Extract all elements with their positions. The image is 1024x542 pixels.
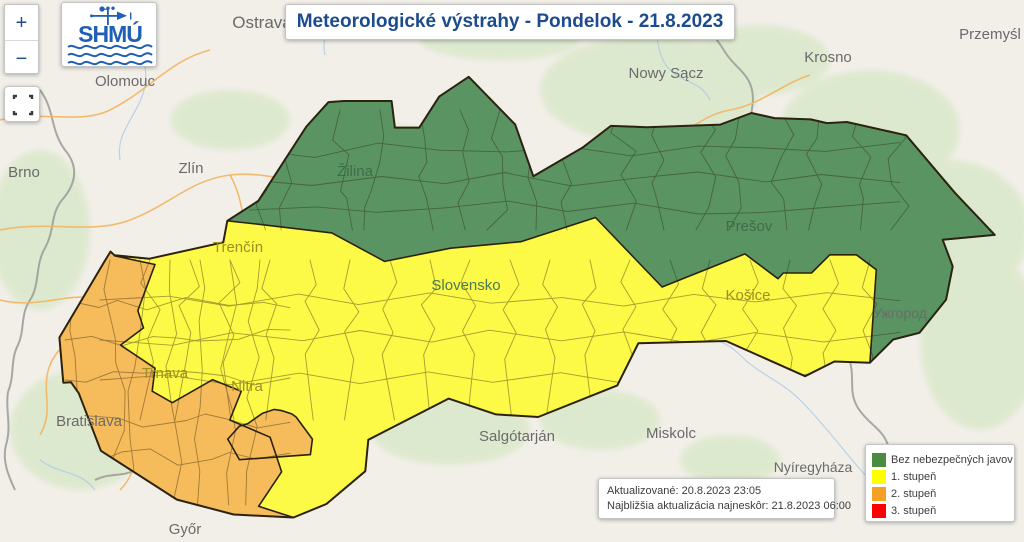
- svg-text:Krosno: Krosno: [804, 49, 852, 66]
- svg-text:Slovensko: Slovensko: [431, 277, 500, 294]
- svg-text:Bratislava: Bratislava: [56, 413, 123, 430]
- svg-text:Miskolc: Miskolc: [646, 425, 697, 442]
- svg-text:Trnava: Trnava: [142, 365, 189, 382]
- svg-text:Salgótarján: Salgótarján: [479, 428, 555, 445]
- svg-text:Ostrava: Ostrava: [232, 13, 292, 32]
- svg-text:Olomouc: Olomouc: [95, 73, 156, 90]
- svg-text:SHMÚ: SHMÚ: [78, 20, 142, 47]
- svg-text:Győr: Győr: [169, 521, 202, 538]
- svg-text:Trenčín: Trenčín: [213, 239, 263, 256]
- svg-text:Nowy Sącz: Nowy Sącz: [628, 65, 703, 82]
- svg-text:Nyíregyháza: Nyíregyháza: [774, 459, 853, 475]
- svg-text:Žilina: Žilina: [337, 163, 374, 180]
- svg-text:Brno: Brno: [8, 164, 40, 181]
- svg-text:Prešov: Prešov: [726, 218, 773, 235]
- svg-text:Ужгород: Ужгород: [873, 305, 927, 321]
- svg-text:Košice: Košice: [725, 287, 770, 304]
- svg-text:Przemyśl: Przemyśl: [959, 26, 1021, 43]
- svg-text:Nitra: Nitra: [231, 378, 263, 395]
- svg-text:Zlín: Zlín: [178, 160, 203, 177]
